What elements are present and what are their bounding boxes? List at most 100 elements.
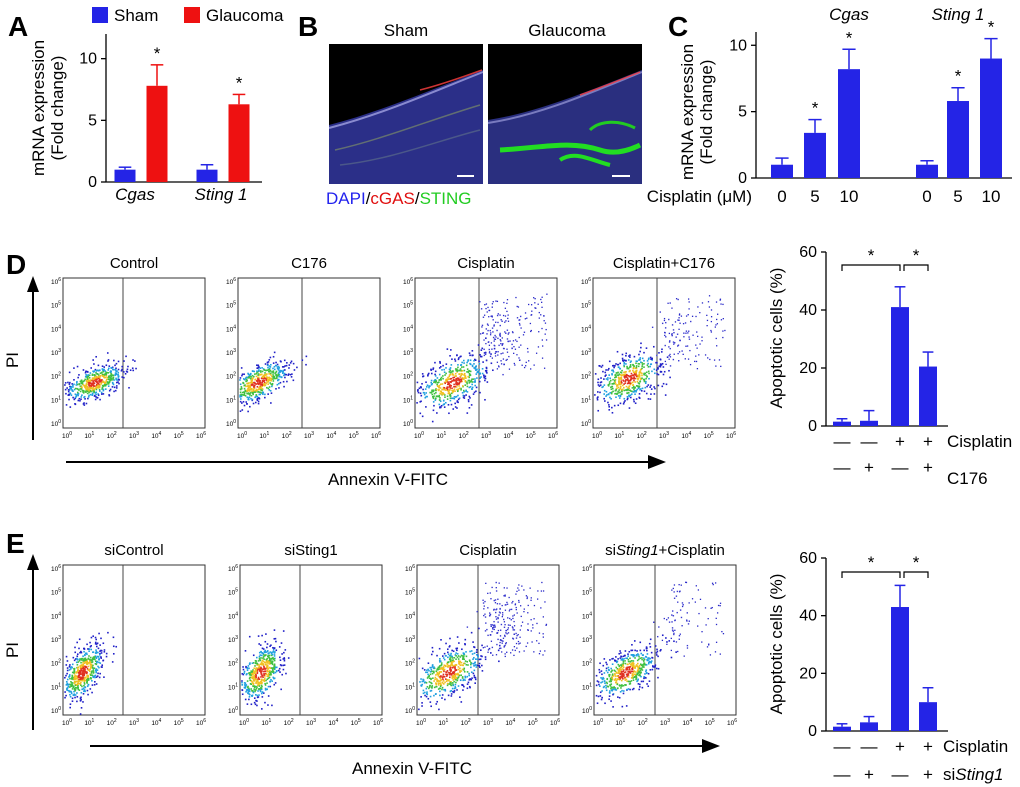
panel-a-bar-glaucoma-1 bbox=[228, 104, 250, 182]
flow-y-tick: 103 bbox=[51, 348, 61, 357]
flow-x-tick: 104 bbox=[505, 718, 515, 727]
flow-y-tick: 103 bbox=[582, 635, 592, 644]
flow-x-tick: 106 bbox=[196, 718, 206, 727]
panel-e: E PI Annexin V-FITC siControl10010010110… bbox=[3, 528, 1008, 784]
flow-x-tick: 100 bbox=[237, 431, 247, 440]
flow-plot-frame bbox=[237, 277, 381, 429]
flow-x-tick: 101 bbox=[261, 718, 271, 727]
flow-x-tick: 106 bbox=[726, 431, 736, 440]
flow-y-tick: 106 bbox=[228, 564, 238, 573]
panel-a-ylabel-line2: (Fold change) bbox=[48, 56, 67, 161]
flow-y-tick: 101 bbox=[405, 682, 415, 691]
flow-x-tick: 106 bbox=[373, 718, 383, 727]
panel-d-y-tick-label: 60 bbox=[799, 244, 817, 261]
flow-y-tick: 101 bbox=[51, 682, 61, 691]
panel-e-flow-xlabel: Annexin V-FITC bbox=[352, 759, 472, 778]
flow-plot-title: siSting1 bbox=[284, 542, 337, 559]
flow-x-tick: 105 bbox=[349, 431, 359, 440]
flow-x-tick: 106 bbox=[548, 431, 558, 440]
stain-cgas: cGAS bbox=[370, 189, 414, 208]
panel-d-bar bbox=[919, 366, 937, 426]
flow-x-tick: 104 bbox=[151, 431, 161, 440]
panel-e-y-tick-label: 20 bbox=[799, 665, 817, 682]
flow-y-tick: 103 bbox=[581, 348, 591, 357]
flow-plot-frame bbox=[62, 564, 206, 716]
flow-y-tick: 102 bbox=[226, 372, 236, 381]
panel-c-dose-label: 0 bbox=[777, 187, 786, 206]
micrograph-sham bbox=[328, 44, 484, 184]
panel-c-dose-label: 10 bbox=[840, 187, 859, 206]
flow-x-tick: 102 bbox=[638, 718, 648, 727]
flow-y-tick: 100 bbox=[405, 706, 415, 715]
flow-y-tick: 105 bbox=[405, 588, 415, 597]
panel-a-letter: A bbox=[8, 11, 28, 42]
flow-y-tick: 104 bbox=[51, 324, 61, 333]
flow-cell-cloud bbox=[594, 295, 726, 414]
panel-c-group-sting1: Sting 1 bbox=[932, 5, 985, 24]
significance-star: * bbox=[913, 553, 920, 572]
flow-x-tick: 105 bbox=[528, 718, 538, 727]
flow-plot-title: C176 bbox=[291, 255, 327, 272]
flow-plot-frame bbox=[416, 564, 560, 716]
flow-y-tick: 100 bbox=[403, 419, 413, 428]
flow-x-tick: 105 bbox=[705, 718, 715, 727]
flow-y-tick: 100 bbox=[51, 706, 61, 715]
flow-y-tick: 104 bbox=[581, 324, 591, 333]
flow-y-tick: 103 bbox=[226, 348, 236, 357]
flow-plot-title: Cisplatin+C176 bbox=[613, 255, 715, 272]
flow-y-tick: 106 bbox=[226, 277, 236, 286]
panel-c-dose-label: 10 bbox=[982, 187, 1001, 206]
flow-y-tick: 102 bbox=[51, 372, 61, 381]
flow-x-tick: 104 bbox=[326, 431, 336, 440]
panel-d-flow-ylabel: PI bbox=[3, 352, 22, 368]
flow-x-tick: 101 bbox=[615, 718, 625, 727]
flow-x-tick: 103 bbox=[129, 718, 139, 727]
treatment-sign: — bbox=[834, 458, 851, 477]
flow-plot-title: Control bbox=[110, 255, 158, 272]
flow-y-tick: 103 bbox=[403, 348, 413, 357]
panel-b-title-sham: Sham bbox=[384, 21, 428, 40]
flow-y-tick: 100 bbox=[51, 419, 61, 428]
flow-y-tick: 101 bbox=[582, 682, 592, 691]
flow-x-tick: 105 bbox=[174, 718, 184, 727]
flow-x-tick: 105 bbox=[704, 431, 714, 440]
panel-a-significance-star: * bbox=[154, 44, 161, 63]
treatment-sign: + bbox=[864, 765, 874, 784]
panel-c-bar bbox=[804, 132, 826, 178]
panel-c-ylabel-line2: (Fold change) bbox=[697, 60, 716, 165]
flow-x-tick: 105 bbox=[526, 431, 536, 440]
flow-x-tick: 106 bbox=[727, 718, 737, 727]
panel-c-significance-star: * bbox=[988, 18, 995, 37]
flow-x-tick: 104 bbox=[681, 431, 691, 440]
flow-y-tick: 101 bbox=[51, 395, 61, 404]
flow-x-tick: 101 bbox=[436, 431, 446, 440]
flow-x-tick: 104 bbox=[682, 718, 692, 727]
flow-cell-cloud bbox=[64, 631, 118, 715]
panel-e-bar bbox=[860, 722, 878, 731]
treatment-sign: — bbox=[834, 765, 851, 784]
panel-c-dose-label: 5 bbox=[953, 187, 962, 206]
flow-x-tick: 106 bbox=[196, 431, 206, 440]
flow-y-tick: 106 bbox=[51, 277, 61, 286]
flow-x-tick: 103 bbox=[306, 718, 316, 727]
panel-e-ylabel: Apoptotic cells (%) bbox=[767, 574, 786, 715]
stain-sep-1: / bbox=[366, 189, 371, 208]
panel-c-significance-star: * bbox=[955, 67, 962, 86]
panel-b-micrographs: B Sham Glaucoma bbox=[298, 11, 643, 208]
flow-plot-title: siControl bbox=[104, 542, 163, 559]
flow-y-tick: 100 bbox=[582, 706, 592, 715]
panel-d-y-tick-label: 0 bbox=[808, 418, 817, 435]
significance-bracket bbox=[841, 264, 901, 271]
panel-a-bar-chart: A Sham Glaucoma mRNA expression (Fold ch… bbox=[8, 6, 284, 204]
panel-a-bar-glaucoma-0 bbox=[146, 85, 168, 182]
flow-plot-title: Cisplatin bbox=[457, 255, 515, 272]
panel-d-y-tick-label: 40 bbox=[799, 302, 817, 319]
flow-y-tick: 106 bbox=[403, 277, 413, 286]
flow-x-tick: 102 bbox=[459, 431, 469, 440]
